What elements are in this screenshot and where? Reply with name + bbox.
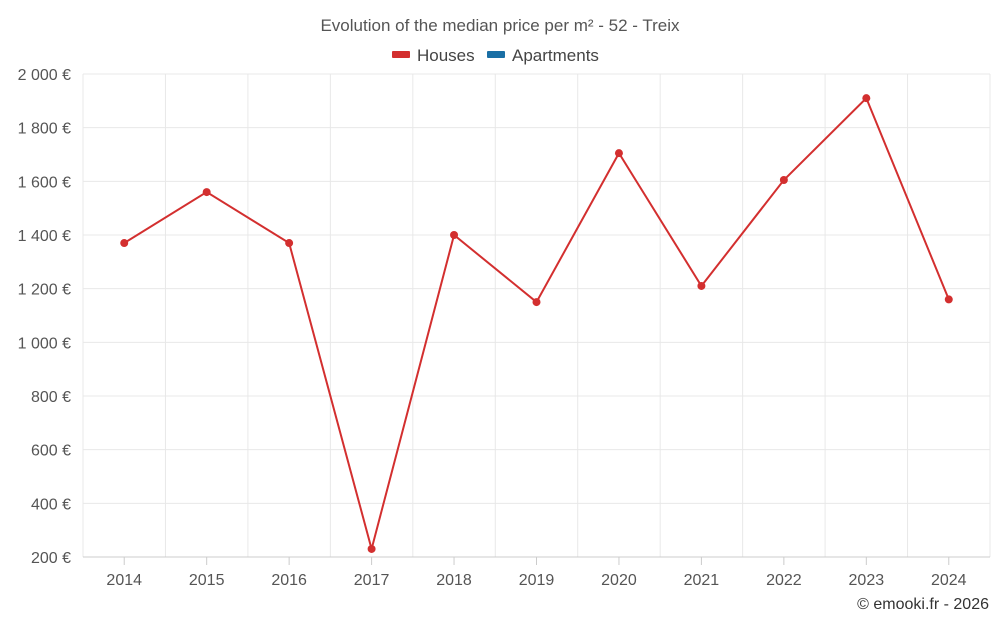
y-tick-label: 1 200 € — [18, 282, 71, 299]
y-tick-label: 1 800 € — [18, 121, 71, 138]
data-point[interactable] — [450, 231, 459, 239]
legend-label: Houses — [417, 46, 475, 65]
data-point[interactable] — [614, 149, 623, 158]
data-point[interactable] — [202, 188, 211, 197]
data-point[interactable] — [779, 175, 788, 184]
y-tick-label: 600 € — [31, 443, 71, 460]
legend-item-apartments[interactable]: Apartments — [487, 46, 599, 65]
legend: Houses Apartments — [392, 46, 599, 65]
y-tick-label: 1 600 € — [18, 174, 71, 191]
x-tick-label: 2019 — [519, 572, 555, 589]
x-tick-label: 2017 — [354, 572, 390, 589]
x-tick-label: 2016 — [271, 572, 307, 589]
data-point[interactable] — [120, 239, 129, 248]
y-tick-label: 200 € — [31, 550, 71, 567]
y-tick-label: 2 000 € — [18, 67, 71, 84]
x-tick-label: 2023 — [849, 572, 885, 589]
chart-title: Evolution of the median price per m² - 5… — [320, 16, 680, 35]
series-group — [120, 94, 953, 553]
y-axis: 200 € 400 € 600 € 800 € 1 000 € 1 200 € 1 400 … — [18, 67, 71, 567]
legend-swatch — [487, 51, 505, 58]
y-tick-label: 400 € — [31, 496, 71, 513]
x-tick-label: 2015 — [189, 572, 225, 589]
data-point[interactable] — [944, 295, 953, 304]
x-tick-label: 2022 — [766, 572, 802, 589]
grid — [82, 73, 991, 558]
legend-swatch — [392, 51, 410, 58]
data-point[interactable] — [532, 298, 541, 307]
x-tick-label: 2018 — [436, 572, 472, 589]
legend-label: Apartments — [512, 46, 599, 65]
data-point[interactable] — [697, 281, 706, 290]
data-point[interactable] — [862, 94, 871, 103]
y-tick-label: 800 € — [31, 389, 71, 406]
x-axis: 2014 2015 2016 2017 2018 2019 2020 2021 2022 2023… — [83, 556, 990, 589]
x-tick-label: 2021 — [684, 572, 720, 589]
data-point[interactable] — [285, 239, 294, 248]
credit-text: © emooki.fr - 2026 — [857, 596, 989, 613]
x-tick-label: 2020 — [601, 572, 637, 589]
y-tick-label: 1 400 € — [18, 228, 71, 245]
y-tick-label: 1 000 € — [18, 335, 71, 352]
legend-item-houses[interactable]: Houses — [392, 46, 475, 65]
data-point[interactable] — [367, 544, 376, 553]
x-tick-label: 2014 — [106, 572, 142, 589]
x-tick-label: 2024 — [931, 572, 967, 589]
